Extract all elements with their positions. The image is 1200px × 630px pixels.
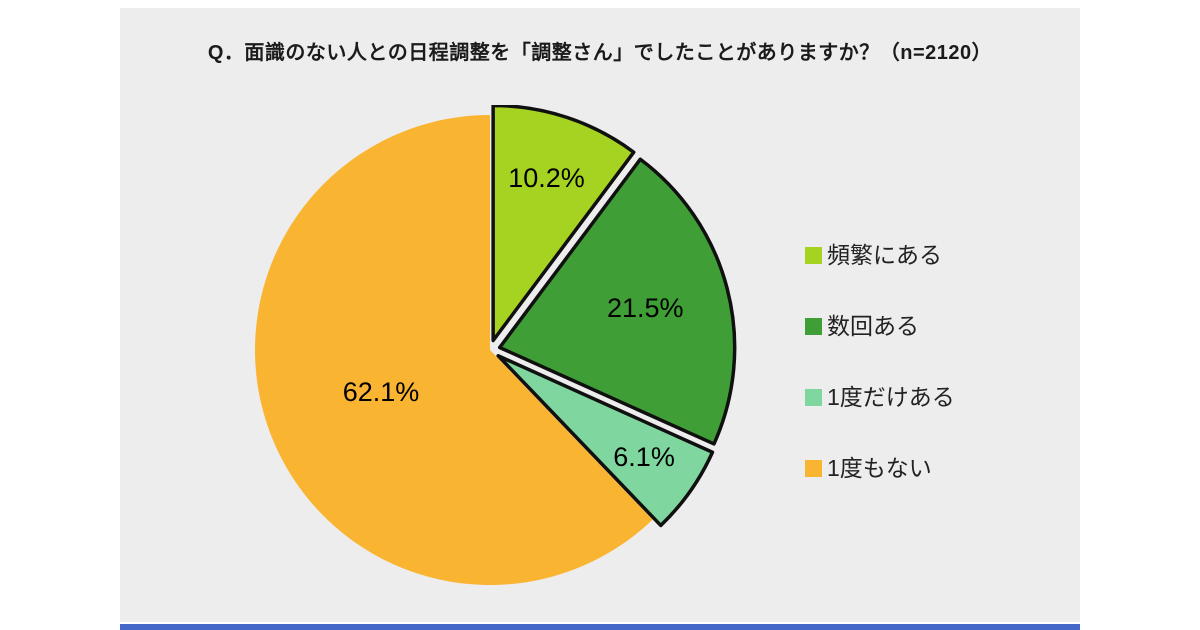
- chart-title: Q．面識のない人との日程調整を「調整さん」でしたことがありますか？（n=2120…: [207, 42, 993, 64]
- legend-label: 頻繁にある: [827, 242, 942, 268]
- legend-swatch-icon: [805, 317, 822, 335]
- legend-swatch-icon: [805, 459, 822, 477]
- legend-label: 1度もない: [827, 455, 932, 481]
- legend-label: 数回ある: [827, 313, 919, 339]
- legend-item: 1度もない: [805, 455, 955, 481]
- legend-item: 1度だけある: [805, 384, 955, 410]
- pie-slice: [496, 354, 715, 528]
- legend-swatch-icon: [805, 246, 822, 264]
- legend-swatch-icon: [805, 388, 822, 406]
- pie-slice-value-label: 6.1%: [613, 442, 675, 472]
- legend: 頻繁にある 数回ある 1度だけある 1度もない: [805, 242, 955, 481]
- legend-item: 頻繁にある: [805, 242, 955, 268]
- pie-slice-value-label: 10.2%: [508, 163, 585, 193]
- footer-accent-bar: [120, 624, 1080, 630]
- pie-slice: [254, 115, 653, 585]
- pie-slice: [497, 157, 737, 446]
- legend-item: 数回ある: [805, 313, 955, 339]
- pie-slice-value-label: 21.5%: [607, 293, 684, 323]
- pie-chart-svg: 10.2% 21.5% 6.1% 62.1%: [254, 105, 737, 585]
- pie-slice: [491, 105, 636, 343]
- legend-label: 1度だけある: [827, 384, 955, 410]
- pie-chart: 10.2% 21.5% 6.1% 62.1%: [245, 105, 745, 605]
- pie-slice-value-label: 62.1%: [343, 377, 420, 407]
- chart-panel: Q．面識のない人との日程調整を「調整さん」でしたことがありますか？（n=2120…: [120, 8, 1080, 622]
